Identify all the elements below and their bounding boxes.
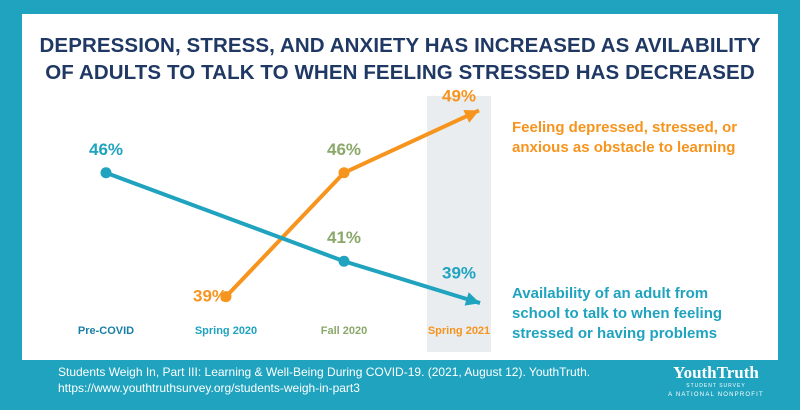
title-line-1: DEPRESSION, STRESS, AND ANXIETY HAS INCR… [39, 34, 761, 57]
highlight-band [427, 96, 491, 352]
citation-url[interactable]: https://www.youthtruthsurvey.org/student… [58, 381, 360, 395]
citation: Students Weigh In, Part III: Learning & … [58, 364, 638, 396]
chart-card: DEPRESSION, STRESS, AND ANXIETY HAS INCR… [22, 14, 778, 360]
citation-line-1: Students Weigh In, Part III: Learning & … [58, 365, 591, 379]
series-point-0-2 [338, 167, 350, 179]
title-line-2: OF ADULTS TO TALK TO WHEN FEELING STRESS… [45, 61, 755, 84]
category-label-0: Pre-COVID [78, 325, 134, 337]
legend-orange-line-1: Feeling depressed, stressed, or [512, 119, 738, 136]
legend-teal: Availability of an adult from school to … [512, 284, 752, 344]
chart-title: DEPRESSION, STRESS, AND ANXIETY HAS INCR… [22, 32, 778, 86]
series-arrow-1 [464, 292, 481, 306]
logo-subtitle: STUDENT SURVEY [686, 383, 746, 389]
category-label-1: Spring 2020 [195, 325, 257, 337]
logo-tagline: A NATIONAL NONPROFIT [668, 392, 764, 398]
legend-teal-line-1: Availability of an adult from [512, 285, 709, 302]
legend-orange-line-2: anxious as obstacle to learning [512, 139, 736, 156]
value-label-0-2: 46% [327, 140, 361, 159]
legend-orange: Feeling depressed, stressed, or anxious … [512, 118, 752, 158]
series-point-1-2 [338, 255, 350, 267]
legend-teal-line-3: stressed or having problems [512, 325, 718, 342]
line-chart: Pre-COVID Spring 2020 Fall 2020 Spring 2021… [78, 87, 491, 352]
value-label-0-1: 39% [193, 287, 227, 306]
series-line-1 [105, 170, 481, 305]
category-label-3: Spring 2021 [428, 325, 490, 337]
value-label-0-3: 49% [442, 87, 476, 106]
logo-name: YouthTruth [673, 363, 759, 382]
value-label-1-0: 46% [89, 140, 123, 159]
series-point-0-1 [220, 291, 232, 303]
legend-teal-line-2: school to talk to when feeling [512, 305, 723, 322]
category-label-2: Fall 2020 [321, 325, 367, 337]
series-point-1-0 [100, 167, 112, 179]
youthtruth-logo: YouthTruth STUDENT SURVEY A NATIONAL NON… [656, 364, 776, 400]
value-label-1-2: 41% [327, 228, 361, 247]
series-arrow-0 [463, 109, 479, 123]
value-label-1-3: 39% [442, 264, 476, 283]
